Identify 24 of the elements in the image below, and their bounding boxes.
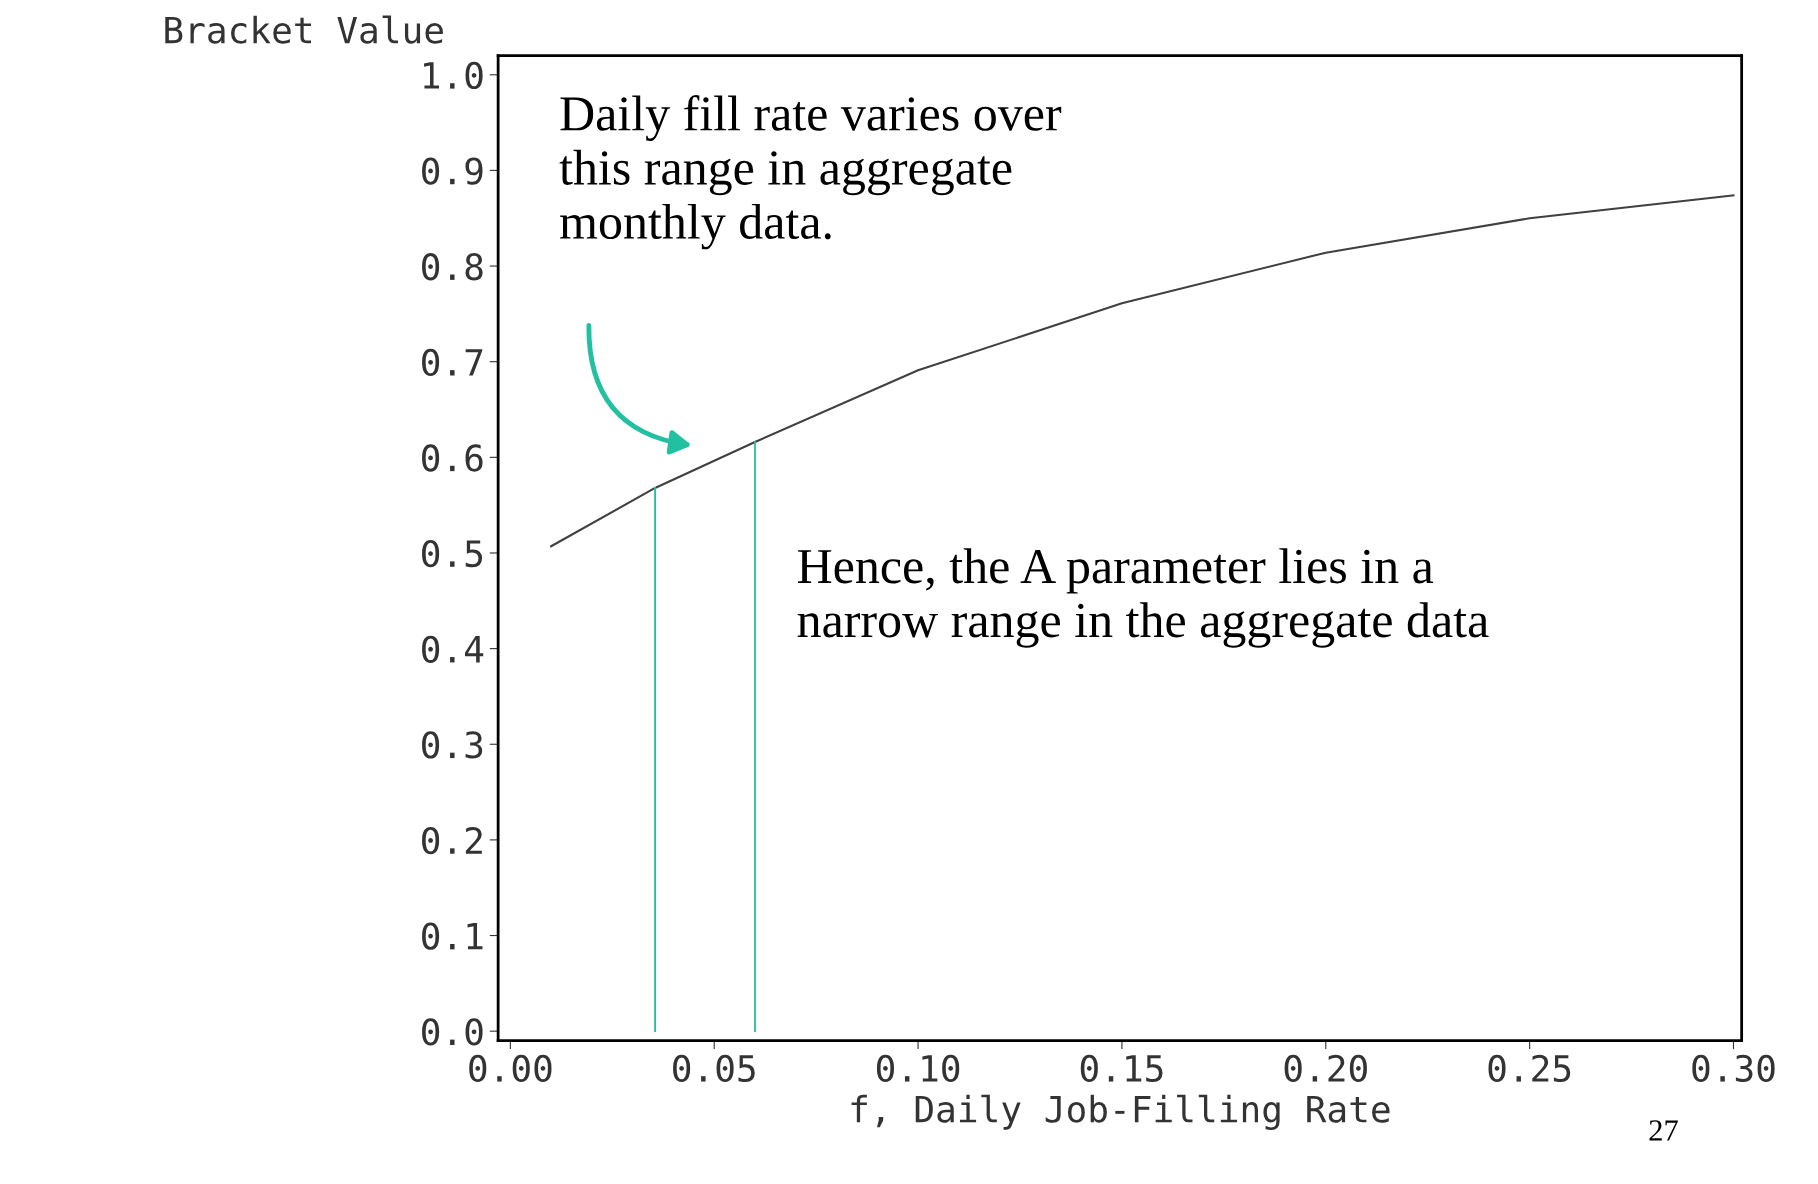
y-tick-label: 0.4	[422, 635, 484, 663]
x-tick-label: 0.15	[1080, 1054, 1163, 1083]
x-tick-label: 0.00	[469, 1054, 552, 1083]
annotation: Hence, the A parameter lies in a narrow range in the aggregate data	[797, 548, 1489, 648]
y-tick-label: 0.8	[422, 253, 483, 281]
y-tick-label: 0.5	[422, 539, 483, 568]
x-tick-label: 0.05	[673, 1054, 755, 1083]
x-axis-title: f, Daily Job-Filling Rate	[851, 1094, 1390, 1131]
x-tick-label: 0.25	[1488, 1054, 1571, 1083]
x-tick-label: 0.10	[876, 1054, 960, 1083]
y-tick-label: 0.7	[422, 348, 483, 377]
y-tick-label: 0.9	[422, 157, 483, 185]
text: 27	[1649, 1120, 1678, 1141]
y-tick-label: 0.2	[422, 826, 482, 855]
y-tick-label: 1.0	[424, 61, 483, 90]
line-series	[550, 194, 1735, 548]
x-tick-label: 0.20	[1284, 1054, 1367, 1083]
y-tick-label: 0.3	[422, 731, 483, 759]
y-tick-label: 0.6	[422, 444, 483, 472]
x-tick-label: 0.30	[1692, 1054, 1775, 1083]
y-axis-title: Bracket Value	[165, 15, 443, 44]
y-tick-label: 0.0	[422, 1018, 483, 1046]
y-tick-label: 0.1	[422, 922, 483, 950]
annotation: Daily fill rate varies over this range in aggregate monthly data.	[559, 95, 1062, 250]
